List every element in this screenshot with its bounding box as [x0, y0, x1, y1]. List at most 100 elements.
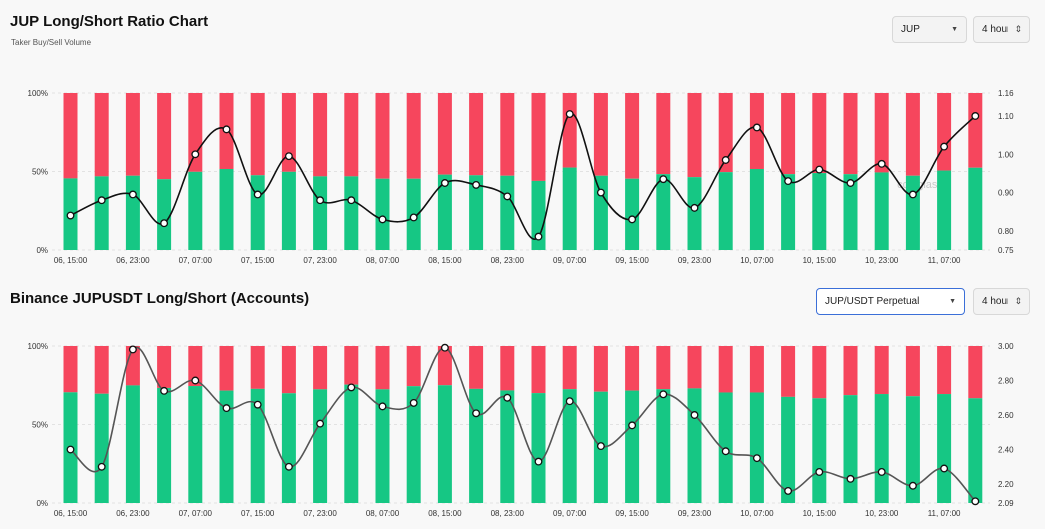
ratio-point	[316, 419, 325, 428]
ratio-point	[97, 196, 106, 205]
ratio-point	[784, 177, 793, 186]
ratio-point	[284, 152, 293, 161]
bar-short	[718, 93, 733, 173]
bar-long	[531, 393, 546, 503]
bar-short	[905, 93, 920, 176]
ratio-point	[628, 421, 637, 430]
bar-long	[562, 389, 577, 503]
y-left-tick-label: 50%	[32, 421, 48, 430]
bar-short	[188, 346, 203, 387]
ratio-point	[628, 215, 637, 224]
x-tick-label: 09, 15:00	[615, 256, 649, 265]
bar-long	[219, 168, 234, 250]
bar-short	[781, 346, 796, 397]
bar-short	[281, 93, 296, 172]
ratio-point	[191, 150, 200, 159]
y-left-tick-label: 0%	[36, 499, 48, 508]
ratio-point	[222, 125, 231, 134]
bar-long	[344, 176, 359, 250]
y-right-tick-label: 2.80	[998, 377, 1014, 386]
bar-long	[188, 386, 203, 503]
bar-short	[968, 346, 983, 399]
bar-short	[157, 93, 172, 180]
bar-long	[968, 398, 983, 503]
y-right-tick-label: 1.00	[998, 150, 1014, 159]
y-right-tick-label: 0.80	[998, 227, 1014, 236]
bar-short	[874, 346, 889, 395]
symbol-select-value: JUP	[901, 24, 920, 35]
x-tick-label: 10, 15:00	[803, 509, 837, 518]
bar-short	[344, 346, 359, 385]
x-tick-label: 06, 23:00	[116, 509, 150, 518]
bar-long	[437, 174, 452, 250]
ratio-point	[66, 211, 75, 220]
symbol-select[interactable]: JUP ▼	[892, 16, 967, 43]
chevron-down-icon: ▼	[951, 26, 958, 33]
ratio-point	[752, 123, 761, 132]
ratio-point	[440, 179, 449, 187]
bar-short	[562, 346, 577, 390]
ratio-point	[846, 474, 855, 483]
ratio-point	[284, 462, 293, 471]
ratio-point	[409, 213, 418, 222]
bar-short	[437, 346, 452, 386]
ratio-point	[752, 454, 761, 463]
bar-short	[219, 346, 234, 391]
bar-short	[687, 346, 702, 389]
bar-long	[874, 172, 889, 250]
bar-long	[781, 396, 796, 503]
y-left-tick-label: 50%	[32, 168, 48, 177]
interval-select[interactable]: 4 hour ⇕	[973, 16, 1030, 43]
x-tick-label: 07, 23:00	[303, 509, 337, 518]
section-title: Binance JUPUSDT Long/Short (Accounts)	[10, 290, 310, 307]
bar-long	[188, 171, 203, 250]
bar-long	[625, 390, 640, 503]
y-right-tick-label: 2.60	[998, 411, 1014, 420]
bar-long	[469, 388, 484, 503]
bar-long	[687, 388, 702, 503]
ratio-point	[534, 232, 543, 241]
ratio-point	[472, 409, 481, 418]
x-tick-label: 09, 23:00	[678, 256, 712, 265]
page-subtitle: Taker Buy/Sell Volume	[11, 38, 92, 47]
ratio-point	[253, 400, 262, 409]
pair-select[interactable]: JUP/USDT Perpetual ▼	[816, 288, 965, 315]
ratio-point	[128, 190, 137, 199]
y-right-tick-label: 2.09	[998, 499, 1014, 508]
x-tick-label: 06, 15:00	[54, 509, 88, 518]
bar-short	[593, 346, 608, 392]
y-right-tick-label: 0.90	[998, 189, 1014, 198]
bar-short	[94, 346, 109, 394]
x-tick-label: 06, 15:00	[54, 256, 88, 265]
interval-select-2[interactable]: 4 hour ⇕	[973, 288, 1030, 315]
bar-long	[500, 390, 515, 503]
ratio-point	[503, 192, 512, 201]
bar-long	[437, 385, 452, 503]
ratio-chart: 0% 50% 100% 0.75 0.80 0.90 1.00 1.10 1.16 06, 15:…	[28, 89, 1015, 265]
bar-long	[94, 393, 109, 503]
bar-short	[406, 93, 421, 179]
bar-long	[406, 386, 421, 503]
ratio-point	[659, 390, 668, 399]
y-left-tick-label: 0%	[36, 246, 48, 255]
bar-short	[94, 93, 109, 177]
bar-short	[625, 93, 640, 179]
bar-short	[313, 93, 328, 177]
bar-short	[375, 93, 390, 179]
x-tick-label: 08, 15:00	[428, 256, 462, 265]
ratio-point	[534, 457, 543, 466]
bar-long	[157, 387, 172, 503]
bar-short	[718, 346, 733, 393]
bar-long	[375, 389, 390, 503]
bar-short	[749, 346, 764, 393]
x-tick-label: 08, 07:00	[366, 256, 400, 265]
bar-long	[937, 394, 952, 503]
bar-short	[562, 93, 577, 168]
bar-short	[625, 346, 640, 391]
bar-long	[313, 389, 328, 503]
bar-long	[94, 176, 109, 250]
x-tick-label: 11, 07:00	[928, 256, 961, 265]
ratio-point	[908, 481, 917, 490]
bar-long	[656, 389, 671, 503]
bar-long	[157, 179, 172, 250]
